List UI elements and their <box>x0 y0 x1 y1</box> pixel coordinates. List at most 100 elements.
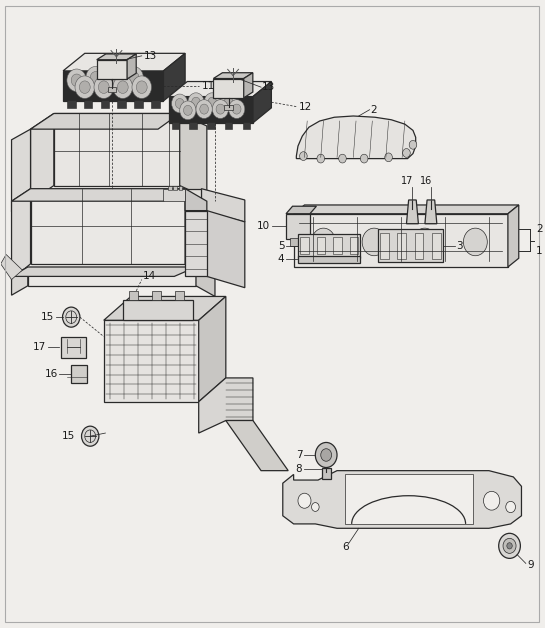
Text: 9: 9 <box>527 560 534 570</box>
Circle shape <box>507 543 512 549</box>
Circle shape <box>175 99 184 109</box>
Bar <box>168 186 172 190</box>
Circle shape <box>312 228 335 256</box>
Circle shape <box>232 104 241 114</box>
Circle shape <box>128 72 139 84</box>
Text: 16: 16 <box>420 176 432 186</box>
Bar <box>225 122 233 129</box>
Text: 7: 7 <box>296 450 302 460</box>
Bar <box>290 238 306 246</box>
Circle shape <box>98 81 109 94</box>
Circle shape <box>192 97 201 107</box>
Circle shape <box>216 104 225 114</box>
Circle shape <box>208 97 216 107</box>
Polygon shape <box>213 78 244 98</box>
Circle shape <box>184 106 192 116</box>
Bar <box>189 122 197 129</box>
Circle shape <box>403 149 410 158</box>
Polygon shape <box>202 188 245 222</box>
Bar <box>179 186 183 190</box>
Bar <box>415 232 423 259</box>
Circle shape <box>124 67 143 89</box>
Polygon shape <box>169 82 271 97</box>
Bar <box>397 232 406 259</box>
Circle shape <box>105 67 124 89</box>
Polygon shape <box>54 114 180 185</box>
Circle shape <box>172 94 188 113</box>
Polygon shape <box>425 200 437 224</box>
Bar <box>432 232 441 259</box>
Circle shape <box>63 307 80 327</box>
Bar <box>173 186 177 190</box>
Polygon shape <box>283 470 522 528</box>
Circle shape <box>503 538 516 553</box>
Bar <box>100 100 109 109</box>
Polygon shape <box>164 188 185 201</box>
Circle shape <box>200 104 209 114</box>
Polygon shape <box>31 114 180 129</box>
Text: 8: 8 <box>296 463 302 474</box>
Polygon shape <box>164 53 185 101</box>
Bar <box>71 365 88 383</box>
Polygon shape <box>96 54 136 60</box>
Circle shape <box>220 93 237 112</box>
Polygon shape <box>286 206 317 214</box>
Bar <box>317 237 325 254</box>
Polygon shape <box>11 267 28 295</box>
Polygon shape <box>199 378 253 433</box>
Bar <box>333 237 342 254</box>
Polygon shape <box>169 97 253 123</box>
Bar <box>107 87 116 92</box>
Bar <box>349 237 358 254</box>
Polygon shape <box>407 200 419 224</box>
Circle shape <box>224 97 233 107</box>
Polygon shape <box>213 73 253 78</box>
Text: 17: 17 <box>33 342 46 352</box>
Polygon shape <box>294 205 519 214</box>
Text: 1: 1 <box>536 246 543 256</box>
Text: 15: 15 <box>41 312 54 322</box>
Circle shape <box>385 153 392 162</box>
Circle shape <box>180 101 196 120</box>
Circle shape <box>204 93 220 112</box>
Text: 6: 6 <box>342 542 349 552</box>
Circle shape <box>71 74 82 87</box>
Text: 3: 3 <box>456 241 463 251</box>
Polygon shape <box>11 188 31 279</box>
Circle shape <box>113 76 132 99</box>
Circle shape <box>75 76 94 99</box>
Polygon shape <box>180 114 207 198</box>
Circle shape <box>82 426 99 447</box>
Polygon shape <box>185 188 207 276</box>
Bar <box>207 122 215 129</box>
Circle shape <box>188 93 204 112</box>
Circle shape <box>316 443 337 467</box>
Text: 10: 10 <box>257 221 270 231</box>
Bar <box>152 291 161 300</box>
Text: 5: 5 <box>278 241 284 251</box>
Bar <box>322 468 330 479</box>
Text: 14: 14 <box>143 271 156 281</box>
Polygon shape <box>28 267 196 286</box>
Text: 12: 12 <box>299 102 312 112</box>
Polygon shape <box>11 129 31 212</box>
Polygon shape <box>31 114 54 201</box>
Circle shape <box>317 154 325 163</box>
Circle shape <box>132 76 152 99</box>
Bar <box>380 232 389 259</box>
Circle shape <box>506 501 516 512</box>
Polygon shape <box>199 296 226 402</box>
Polygon shape <box>104 320 199 402</box>
Circle shape <box>483 491 500 510</box>
Polygon shape <box>226 421 288 470</box>
Polygon shape <box>104 296 226 320</box>
Polygon shape <box>185 188 202 226</box>
Polygon shape <box>207 210 245 288</box>
Circle shape <box>136 81 147 94</box>
Polygon shape <box>1 254 22 279</box>
Circle shape <box>298 493 311 508</box>
Bar <box>172 122 179 129</box>
Polygon shape <box>63 53 185 71</box>
Bar <box>286 214 310 239</box>
Polygon shape <box>253 82 271 123</box>
